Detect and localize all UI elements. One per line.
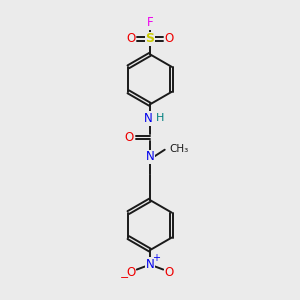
Text: O: O (127, 266, 136, 279)
Text: H: H (155, 113, 164, 124)
Text: F: F (147, 16, 153, 29)
Text: O: O (126, 32, 135, 46)
Text: S: S (146, 32, 154, 46)
Text: −: − (120, 273, 129, 283)
Text: +: + (152, 253, 160, 263)
Text: N: N (146, 258, 154, 271)
Text: CH₃: CH₃ (170, 143, 189, 154)
Text: N: N (146, 150, 154, 163)
Text: O: O (125, 131, 134, 144)
Text: O: O (164, 266, 173, 279)
Text: N: N (144, 112, 152, 125)
Text: O: O (165, 32, 174, 46)
